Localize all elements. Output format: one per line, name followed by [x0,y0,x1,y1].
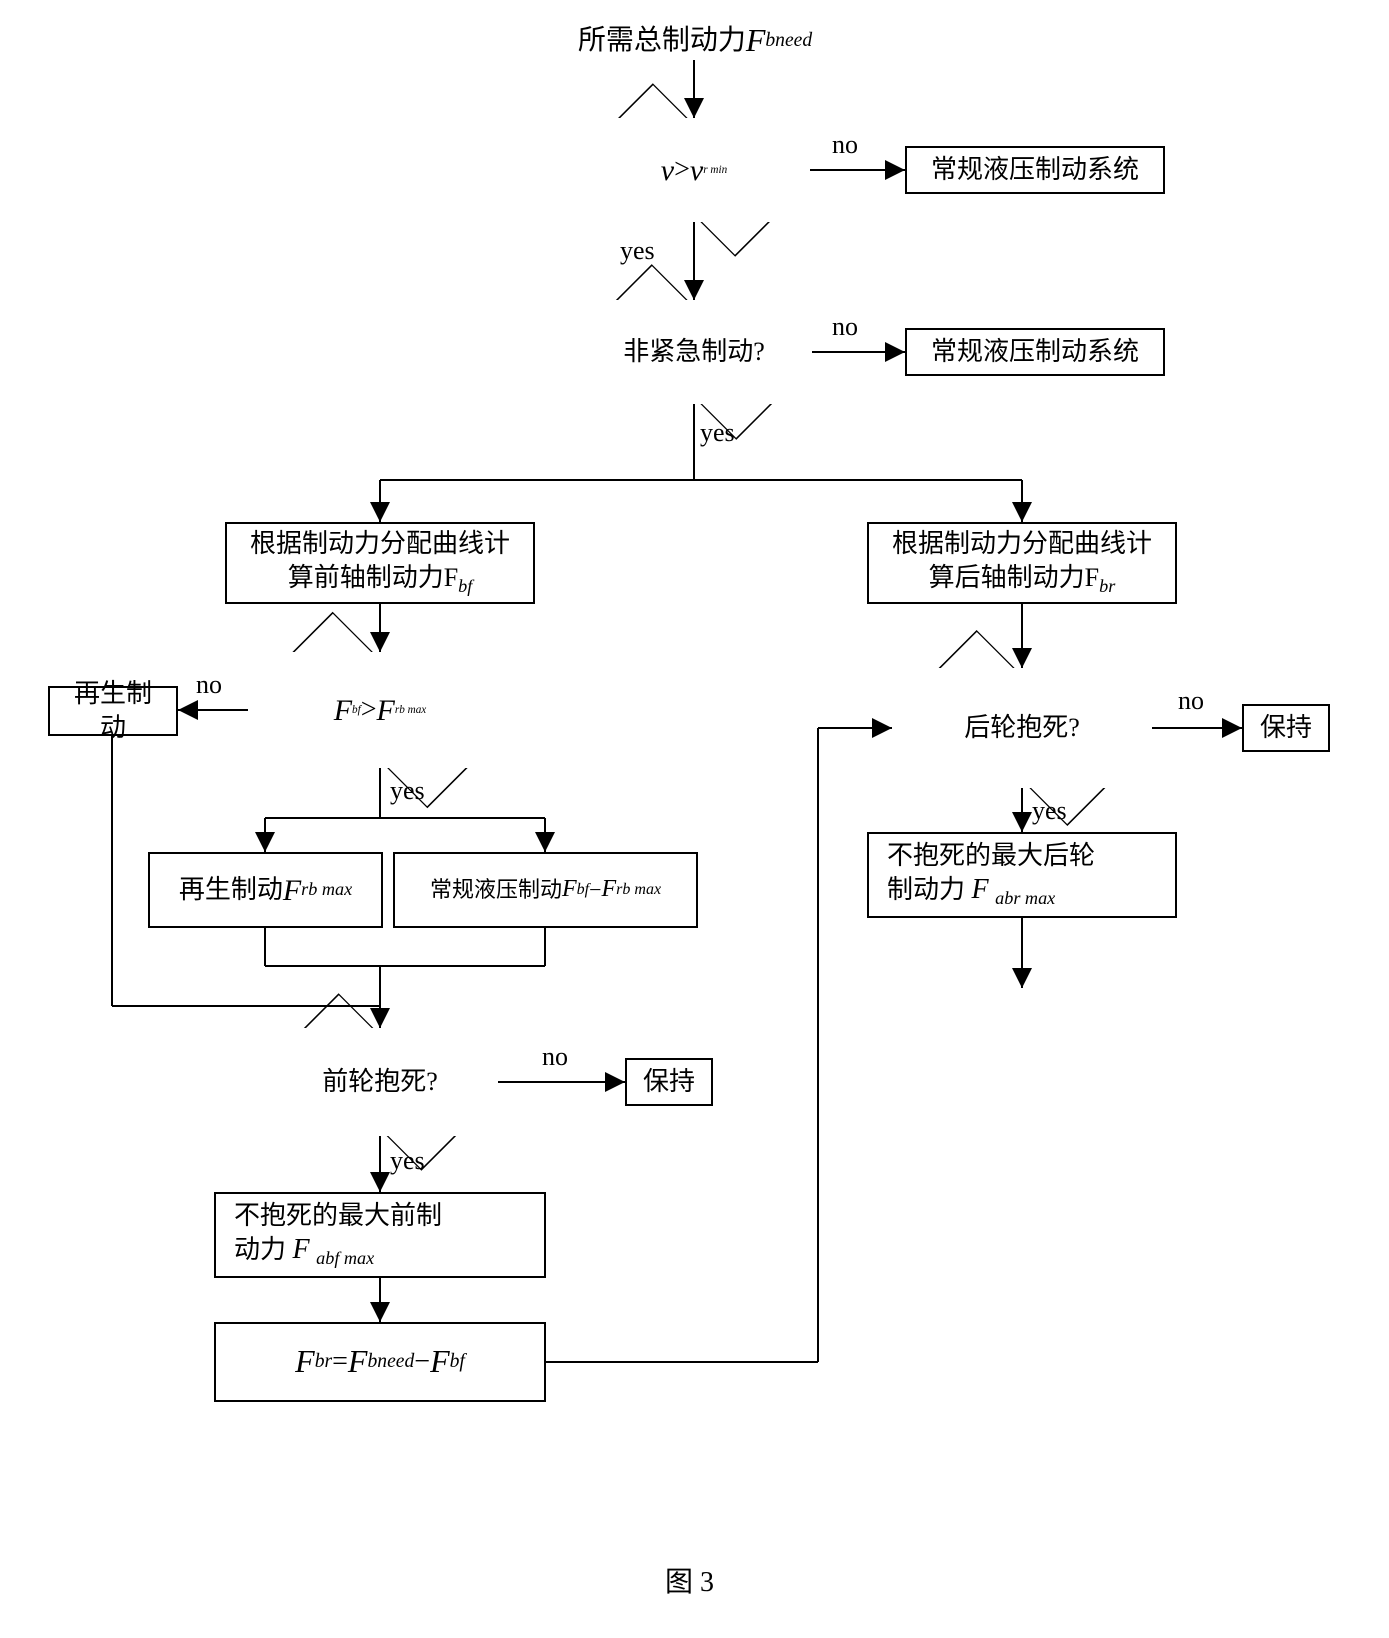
title-sub: bneed [765,28,812,53]
figure-label: 图 3 [665,1560,714,1600]
d1-no-label: no [832,130,858,160]
d3-no-label: no [196,670,222,700]
d3-sub2: rb max [395,703,426,718]
eq-F3: F [430,1341,450,1383]
hydr-F1: F [562,874,577,905]
hydr-text: 常规液压制动 [430,876,562,905]
hold1-text: 保持 [643,1065,695,1099]
d4-yes-label: yes [390,1146,425,1176]
eq-eq: = [332,1344,348,1380]
d4-text: 前轮抱死? [322,1065,438,1099]
box-conventional-hydraulic-2: 常规液压制动系统 [905,328,1165,376]
d2-no-label: no [832,312,858,342]
calcR-sub: br [1099,576,1115,596]
regenMax-F: F [283,871,301,910]
maxR-l1: 不抱死的最大后轮 [887,841,1095,870]
maxF-l1: 不抱死的最大前制 [234,1201,442,1230]
d1-sub: r min [703,163,727,178]
hydr-minus: − [589,876,601,905]
calcF-l1: 根据制动力分配曲线计 [250,529,510,558]
regenMax-sub: rb max [301,878,352,902]
eq-F1: F [295,1341,315,1383]
maxR-sub: abr max [995,889,1055,909]
box-max-front-no-lock: 不抱死的最大前制 动力 F abf max [214,1192,546,1278]
d1-v2: v [690,151,703,190]
calcF-l2: 算前轴制动力F [288,563,458,592]
maxF-l2: 动力 [234,1235,293,1264]
hydr-sub2: rb max [616,880,661,901]
d3-F1: F [334,691,352,730]
eq-sub1: br [315,1349,332,1374]
d2-text: 非紧急制动? [623,335,765,369]
box-calc-rear-fbr: 根据制动力分配曲线计 算后轴制动力Fbr [867,522,1177,604]
decision-non-emergency: 非紧急制动? [576,300,812,404]
box-regen-brake: 再生制动 [48,686,178,736]
d5-text: 后轮抱死? [964,711,1080,745]
decision-front-lock: 前轮抱死? [262,1028,498,1136]
box-hydraulic-diff: 常规液压制动 F bf − F rb max [393,852,698,928]
box-regen-frbmax: 再生制动 F rb max [148,852,383,928]
r2-text: 常规液压制动系统 [931,335,1139,369]
calcF-sub: bf [458,576,472,596]
decision-rear-lock: 后轮抱死? [892,668,1152,788]
d3-F2: F [377,691,395,730]
title-text: 所需总制动力 [578,23,746,59]
hydr-sub1: bf [577,880,589,901]
title-var: F [746,20,766,62]
d1-gt: > [674,152,690,188]
calcR-l2: 算后轴制动力F [929,563,1099,592]
maxF-sub: abf max [316,1249,374,1269]
regenMax-text: 再生制动 [179,873,283,907]
box-calc-front-fbf: 根据制动力分配曲线计 算前轴制动力Fbf [225,522,535,604]
d3-yes-label: yes [390,776,425,806]
d2-yes-label: yes [700,418,735,448]
d4-no-label: no [542,1042,568,1072]
box-conventional-hydraulic-1: 常规液压制动系统 [905,146,1165,194]
box-hold-front: 保持 [625,1058,713,1106]
hydr-F2: F [602,874,617,905]
box-max-rear-no-lock: 不抱死的最大后轮 制动力 F abr max [867,832,1177,918]
box-hold-rear: 保持 [1242,704,1330,752]
decision-v-gt-vrmin: v > v r min [578,118,810,222]
decision-fbf-gt-frbmax: F bf > F rb max [248,652,512,768]
eq-sub3: bf [450,1349,465,1374]
eq-sub2: bneed [367,1349,414,1374]
box-equation-fbr: F br = F bneed − F bf [214,1322,546,1402]
d5-yes-label: yes [1032,796,1067,826]
d5-no-label: no [1178,686,1204,716]
d1-v1: v [661,151,674,190]
flowchart-arrows [0,0,1389,1638]
maxF-F: F [293,1234,310,1265]
start-label: 所需总制动力 F bneed [530,20,860,62]
r1-text: 常规液压制动系统 [931,153,1139,187]
d1-yes-label: yes [620,236,655,266]
regen-text: 再生制动 [62,677,164,745]
hold2-text: 保持 [1260,711,1312,745]
d3-gt: > [361,692,377,728]
calcR-l1: 根据制动力分配曲线计 [892,529,1152,558]
eq-F2: F [348,1341,368,1383]
eq-minus: − [414,1344,430,1380]
maxR-l2: 制动力 [887,875,972,904]
maxR-F: F [972,874,989,905]
d3-sub1: bf [352,703,361,718]
